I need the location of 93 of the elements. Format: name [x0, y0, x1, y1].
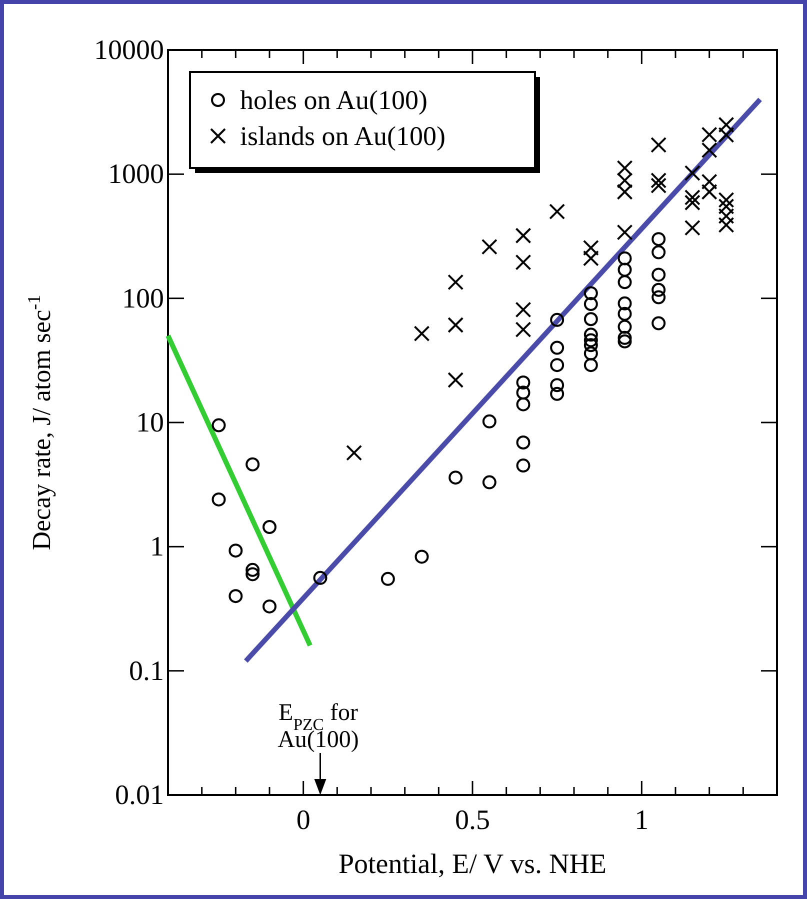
point	[701, 174, 718, 190]
point	[262, 599, 276, 614]
point	[414, 550, 429, 564]
point	[684, 194, 700, 211]
point	[246, 562, 260, 577]
point	[482, 475, 496, 490]
point	[652, 232, 666, 246]
point	[650, 172, 667, 188]
point	[246, 567, 260, 582]
x-tick-label: 1	[634, 805, 649, 836]
point	[549, 204, 566, 220]
point	[616, 184, 633, 200]
point	[515, 254, 532, 270]
point	[515, 228, 532, 244]
point	[618, 306, 632, 321]
point	[618, 275, 632, 290]
point	[652, 268, 666, 282]
annotation: E$_{PZC}$ for Au(100)	[278, 700, 359, 753]
point	[550, 358, 564, 372]
point	[652, 316, 666, 330]
x-tick-label: 0.5	[455, 805, 490, 836]
point	[482, 414, 496, 428]
y-tick-label: 10	[136, 408, 164, 438]
point	[448, 470, 463, 485]
y-tick-label: 0.01	[115, 780, 164, 811]
point	[481, 238, 498, 255]
point	[550, 378, 564, 392]
point	[652, 282, 666, 297]
point	[584, 358, 598, 372]
point	[550, 312, 564, 327]
point	[380, 572, 395, 586]
point	[550, 386, 564, 401]
y-tick-label: 1	[150, 532, 164, 563]
y-tick-label: 0.1	[129, 656, 164, 687]
point	[262, 520, 276, 534]
point	[246, 457, 260, 472]
point	[701, 184, 718, 200]
point	[684, 220, 700, 236]
point	[718, 116, 734, 133]
point	[550, 340, 564, 355]
point	[584, 346, 598, 360]
point	[516, 386, 530, 400]
legend-label: islands on Au(100)	[240, 121, 446, 151]
point	[516, 397, 530, 412]
point	[448, 372, 464, 388]
point	[448, 274, 464, 290]
point	[584, 328, 598, 342]
point	[684, 189, 700, 206]
point	[618, 320, 632, 334]
point	[346, 444, 362, 461]
point	[228, 544, 243, 558]
point	[516, 458, 530, 473]
point	[584, 286, 598, 300]
point	[652, 245, 666, 260]
point	[616, 160, 633, 176]
point	[212, 492, 226, 506]
point	[618, 251, 632, 266]
point	[718, 208, 734, 224]
y-tick-label: 10000	[94, 35, 164, 66]
point	[515, 302, 532, 318]
point	[650, 178, 667, 194]
point	[650, 136, 667, 153]
point	[584, 333, 598, 348]
point	[618, 262, 632, 277]
x-tick-label: 0	[296, 805, 310, 836]
point	[718, 192, 734, 208]
point	[448, 316, 464, 333]
point	[582, 240, 599, 256]
point	[584, 338, 598, 352]
point	[718, 216, 734, 233]
y-tick-label: 100	[122, 283, 164, 314]
point	[228, 589, 243, 604]
point	[414, 326, 430, 342]
point	[618, 296, 632, 310]
point	[701, 142, 718, 158]
y-tick-label: 1000	[108, 159, 164, 190]
point	[584, 312, 598, 326]
point	[515, 322, 532, 338]
point	[718, 198, 734, 214]
point	[212, 418, 226, 432]
point	[652, 290, 666, 304]
point	[618, 334, 632, 348]
point	[684, 165, 700, 182]
legend-label: holes on Au(100)	[240, 85, 428, 115]
point	[516, 436, 530, 450]
point	[584, 297, 598, 312]
x-axis-title: Potential, E/ V vs. NHE	[338, 849, 607, 880]
point	[313, 570, 328, 585]
point	[618, 330, 632, 345]
point	[616, 224, 633, 240]
point	[582, 250, 599, 266]
point	[616, 172, 633, 188]
point	[516, 375, 530, 390]
